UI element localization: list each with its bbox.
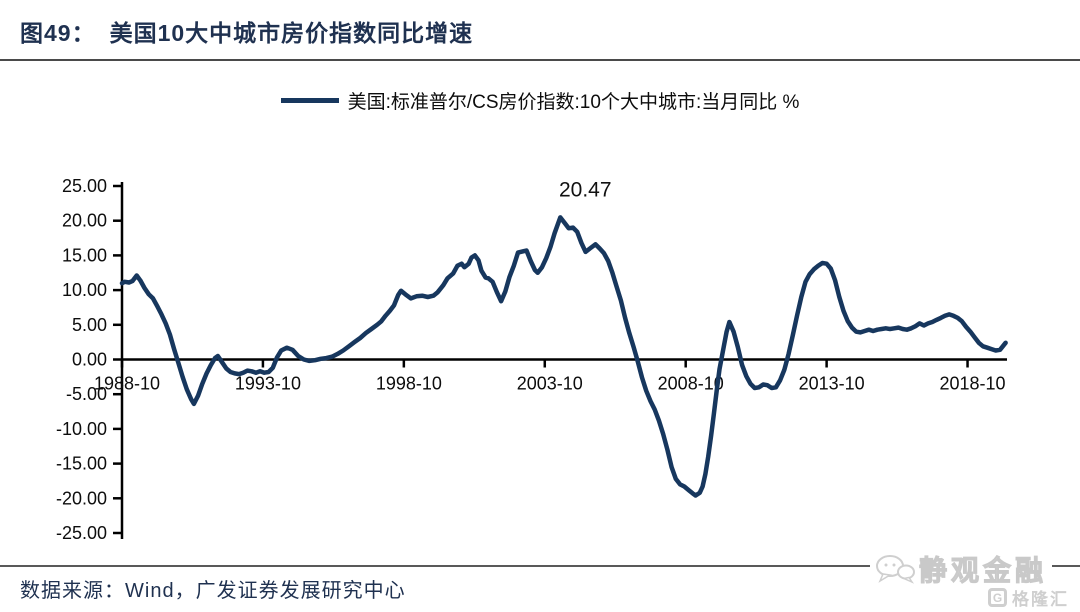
price-index-line bbox=[119, 215, 1008, 498]
y-tick-label: 0.00 bbox=[72, 350, 107, 370]
x-tick-label: 2018-10 bbox=[940, 374, 1006, 394]
legend-series-label: 美国:标准普尔/CS房价指数:10个大中城市:当月同比 % bbox=[347, 91, 800, 113]
wechat-bubbles-icon bbox=[875, 555, 915, 584]
legend-line-swatch bbox=[280, 97, 339, 103]
y-tick-label: 20.00 bbox=[62, 211, 107, 231]
brand-watermark: 静观金融 bbox=[869, 549, 1052, 589]
y-tick-label: -25.00 bbox=[56, 523, 107, 543]
gelonghui-logo-icon: G bbox=[988, 588, 1007, 607]
x-tick-label: 1988-10 bbox=[94, 374, 160, 394]
platform-watermark-text: 格隆汇 bbox=[1012, 590, 1069, 609]
brand-watermark-text: 静观金融 bbox=[918, 555, 1047, 587]
y-tick-label: -20.00 bbox=[56, 488, 107, 508]
data-source-note: 数据来源：Wind，广发证券发展研究中心 bbox=[20, 580, 406, 602]
x-tick-label: 1993-10 bbox=[235, 374, 301, 394]
x-tick-label: 2003-10 bbox=[517, 374, 583, 394]
y-tick-label: -5.00 bbox=[66, 384, 107, 404]
figure-title-text: 美国10大中城市房价指数同比增速 bbox=[109, 20, 474, 46]
y-tick-label: 5.00 bbox=[72, 315, 107, 335]
y-tick-label: 10.00 bbox=[62, 280, 107, 300]
platform-watermark: G 格隆汇 bbox=[985, 585, 1072, 610]
figure-title: 图49： 美国10大中城市房价指数同比增速 bbox=[20, 14, 473, 48]
y-tick-label: 25.00 bbox=[62, 176, 107, 196]
footer-divider bbox=[0, 565, 1080, 567]
y-tick-label: -10.00 bbox=[56, 419, 107, 439]
y-tick-label: 15.00 bbox=[62, 245, 107, 265]
peak-annotation: 20.47 bbox=[559, 178, 612, 201]
x-tick-label: 2013-10 bbox=[799, 374, 865, 394]
x-tick-label: 1998-10 bbox=[376, 374, 442, 394]
x-tick-label: 2008-10 bbox=[658, 374, 724, 394]
figure-number-label: 图49： bbox=[20, 20, 96, 46]
title-divider bbox=[0, 59, 1080, 61]
y-tick-label: -15.00 bbox=[56, 454, 107, 474]
chart-legend: 美国:标准普尔/CS房价指数:10个大中城市:当月同比 % bbox=[0, 88, 1080, 113]
